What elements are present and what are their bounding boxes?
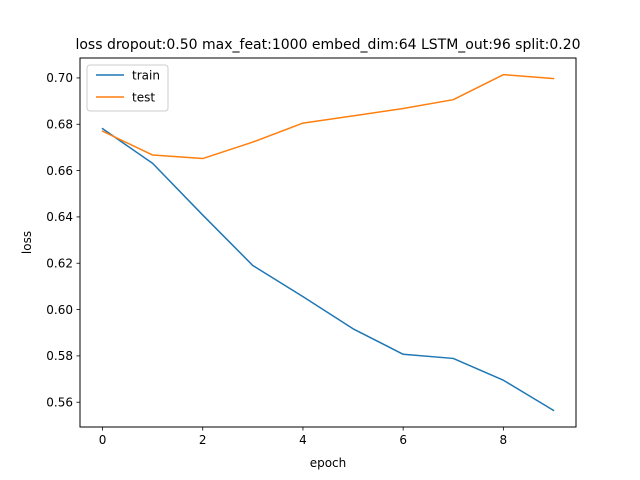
y-tick-label: 0.70: [46, 71, 73, 85]
x-tick-label: 8: [500, 433, 508, 447]
x-tick-label: 0: [99, 433, 107, 447]
plot-area: [80, 58, 576, 427]
y-tick-label: 0.62: [46, 257, 73, 271]
chart-title: loss dropout:0.50 max_feat:1000 embed_di…: [75, 37, 580, 53]
series-layer: [101, 73, 555, 412]
x-axis-label: epoch: [310, 456, 347, 470]
series-line-train: [101, 127, 555, 412]
y-tick-label: 0.66: [46, 164, 73, 178]
x-tick-label: 2: [199, 433, 207, 447]
y-tick-label: 0.56: [46, 396, 73, 410]
x-axis: 0 2 4 6 8: [99, 427, 507, 447]
x-tick-label: 6: [399, 433, 407, 447]
legend-label-train: train: [132, 68, 160, 82]
series-line-test: [101, 73, 555, 160]
legend-box: [86, 64, 169, 112]
y-tick-label: 0.64: [46, 210, 73, 224]
legend-label-test: test: [132, 90, 155, 104]
y-tick-label: 0.68: [46, 118, 73, 132]
y-axis: 0.56 0.58 0.60 0.62 0.64 0.66 0.68 0.70: [46, 71, 80, 410]
y-tick-label: 0.60: [46, 303, 73, 317]
legend: train test: [86, 64, 169, 112]
y-tick-label: 0.58: [46, 349, 73, 363]
y-axis-label: loss: [20, 231, 34, 254]
plot-frame: [79, 57, 577, 428]
x-tick-label: 4: [299, 433, 307, 447]
